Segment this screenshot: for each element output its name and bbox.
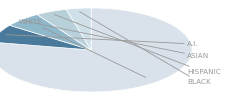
Text: WHITE: WHITE (19, 19, 146, 78)
Text: BLACK: BLACK (80, 12, 211, 85)
Wedge shape (10, 14, 91, 50)
Text: A.I.: A.I. (6, 35, 199, 47)
Wedge shape (0, 25, 91, 50)
Wedge shape (37, 9, 91, 50)
Wedge shape (0, 8, 192, 92)
Wedge shape (66, 8, 91, 50)
Text: ASIAN: ASIAN (28, 22, 210, 59)
Text: HISPANIC: HISPANIC (54, 14, 221, 75)
